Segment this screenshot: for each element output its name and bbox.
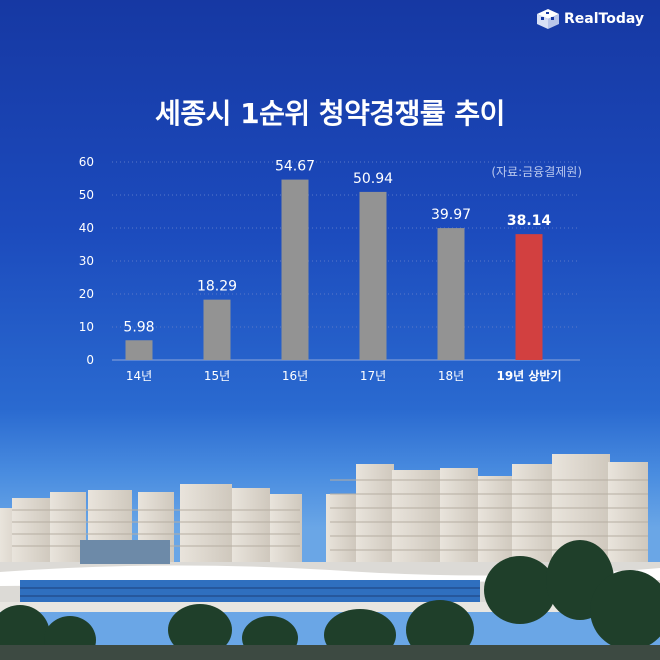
y-tick-label: 10 (79, 320, 94, 334)
bar (359, 191, 387, 360)
bar-value-label: 39.97 (431, 207, 471, 223)
bar (125, 340, 153, 360)
brand-name: RealToday (564, 11, 644, 27)
chart-title: 세종시 1순위 청약경쟁률 추이 (155, 97, 505, 130)
x-tick-label: 16년 (282, 369, 308, 383)
bar-value-label: 50.94 (353, 171, 393, 187)
x-tick-label: 15년 (204, 369, 230, 383)
source-note: (자료:금융결제원) (491, 165, 582, 179)
y-tick-label: 0 (86, 353, 94, 367)
city-skyline-photo (0, 454, 660, 660)
x-tick-label: 14년 (126, 369, 152, 383)
y-tick-label: 40 (79, 221, 94, 235)
y-tick-label: 50 (79, 188, 94, 202)
y-tick-label: 20 (79, 287, 94, 301)
x-tick-label: 19년 상반기 (496, 368, 561, 383)
brand-logo: RealToday (536, 8, 644, 30)
cube-logo-icon (537, 9, 559, 29)
bar-value-label: 54.67 (275, 159, 315, 175)
x-tick-label: 18년 (438, 369, 464, 383)
x-tick-label: 17년 (360, 369, 386, 383)
bar (281, 179, 309, 360)
bar-value-label: 5.98 (123, 319, 154, 335)
bar-chart: 0 10 20 30 40 50 60 5.98 14년 18.29 15년 54.67 16년 50.9… (79, 155, 580, 383)
y-tick-label: 30 (79, 254, 94, 268)
bar-value-label: 18.29 (197, 279, 237, 295)
bar-value-label: 38.14 (507, 213, 552, 229)
bar (437, 228, 465, 360)
bar (203, 299, 231, 360)
bar (515, 234, 543, 360)
y-tick-label: 60 (79, 155, 94, 169)
